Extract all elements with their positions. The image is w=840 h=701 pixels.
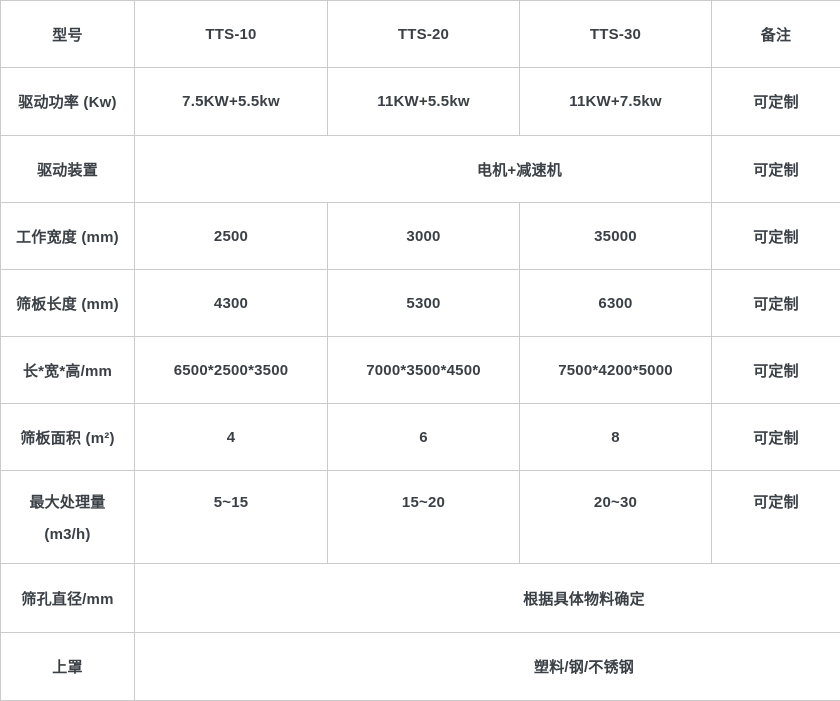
empty-cell — [135, 136, 328, 203]
cell-remark: 可定制 — [712, 471, 840, 564]
cell-merged-value: 塑料/钢/不锈钢 — [328, 633, 840, 701]
empty-cell — [135, 564, 328, 633]
cell-value: 2500 — [135, 203, 328, 270]
cell-value: 8 — [520, 404, 712, 471]
cell-value: 4 — [135, 404, 328, 471]
cell-remark: 可定制 — [712, 203, 840, 270]
cell-remark: 可定制 — [712, 270, 840, 337]
row-label: 上罩 — [1, 633, 135, 701]
row-drive-unit: 驱动装置 电机+减速机 可定制 — [1, 136, 840, 203]
cell-value: 11KW+7.5kw — [520, 68, 712, 136]
row-dimensions: 长*宽*高/mm 6500*2500*3500 7000*3500*4500 7… — [1, 337, 840, 404]
row-max-capacity: 最大处理量 (m3/h) 5~15 15~20 20~30 可定制 — [1, 471, 840, 564]
empty-cell — [135, 633, 328, 701]
row-label: 驱动装置 — [1, 136, 135, 203]
cell-value: 11KW+5.5kw — [328, 68, 520, 136]
row-label: 最大处理量 (m3/h) — [1, 471, 135, 564]
header-cell-remark: 备注 — [712, 1, 840, 68]
cell-remark: 可定制 — [712, 337, 840, 404]
cell-value: 7.5KW+5.5kw — [135, 68, 328, 136]
cell-value: 20~30 — [520, 471, 712, 564]
row-hole-diameter: 筛孔直径/mm 根据具体物料确定 — [1, 564, 840, 633]
row-label: 筛孔直径/mm — [1, 564, 135, 633]
row-drive-power: 驱动功率 (Kw) 7.5KW+5.5kw 11KW+5.5kw 11KW+7.… — [1, 68, 840, 136]
header-row: 型号 TTS-10 TTS-20 TTS-30 备注 — [1, 1, 840, 68]
row-working-width: 工作宽度 (mm) 2500 3000 35000 可定制 — [1, 203, 840, 270]
row-label: 筛板面积 (m²) — [1, 404, 135, 471]
cell-value: 7500*4200*5000 — [520, 337, 712, 404]
header-cell-tts10: TTS-10 — [135, 1, 328, 68]
row-screen-area: 筛板面积 (m²) 4 6 8 可定制 — [1, 404, 840, 471]
cell-value: 6 — [328, 404, 520, 471]
cell-merged-value: 电机+减速机 — [328, 136, 712, 203]
row-label-line1: 最大处理量 — [29, 494, 106, 511]
cell-remark: 可定制 — [712, 136, 840, 203]
row-label-line2: (m3/h) — [44, 526, 91, 543]
cell-value: 6300 — [520, 270, 712, 337]
row-label: 工作宽度 (mm) — [1, 203, 135, 270]
cell-value: 3000 — [328, 203, 520, 270]
row-upper-cover: 上罩 塑料/钢/不锈钢 — [1, 633, 840, 701]
cell-merged-value: 根据具体物料确定 — [328, 564, 840, 633]
cell-value: 5300 — [328, 270, 520, 337]
cell-remark: 可定制 — [712, 404, 840, 471]
header-cell-model: 型号 — [1, 1, 135, 68]
cell-value: 6500*2500*3500 — [135, 337, 328, 404]
header-cell-tts20: TTS-20 — [328, 1, 520, 68]
header-cell-tts30: TTS-30 — [520, 1, 712, 68]
cell-value: 4300 — [135, 270, 328, 337]
cell-value: 35000 — [520, 203, 712, 270]
cell-remark: 可定制 — [712, 68, 840, 136]
cell-value: 7000*3500*4500 — [328, 337, 520, 404]
row-screen-length: 筛板长度 (mm) 4300 5300 6300 可定制 — [1, 270, 840, 337]
cell-value: 5~15 — [135, 471, 328, 564]
row-label: 驱动功率 (Kw) — [1, 68, 135, 136]
row-label: 长*宽*高/mm — [1, 337, 135, 404]
row-label: 筛板长度 (mm) — [1, 270, 135, 337]
cell-value: 15~20 — [328, 471, 520, 564]
